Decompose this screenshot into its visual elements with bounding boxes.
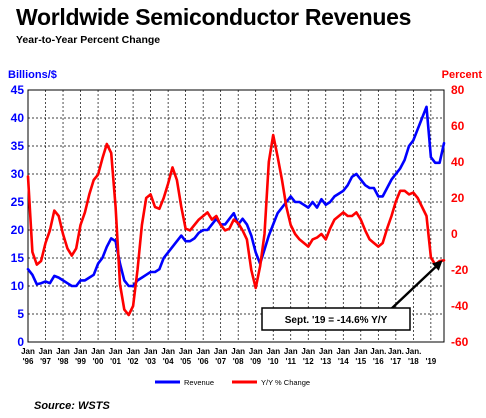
left-tick-label: 0 xyxy=(17,335,24,349)
x-tick-label-top: Jan xyxy=(284,347,298,356)
x-tick-label-bottom: '01 xyxy=(110,357,121,366)
right-tick-label: -20 xyxy=(451,263,469,277)
x-tick-label-top: Jan xyxy=(336,347,350,356)
left-tick-label: 15 xyxy=(11,251,25,265)
left-tick-label: 25 xyxy=(11,195,25,209)
plot-frame xyxy=(27,89,445,343)
x-tick-label-bottom: '96 xyxy=(23,357,34,366)
x-tick-label-bottom: '04 xyxy=(163,357,174,366)
left-tick-label: 10 xyxy=(11,279,25,293)
revenue-line xyxy=(26,105,446,288)
x-tick-label-top: Jan xyxy=(179,347,193,356)
x-tick-label-top: Jan xyxy=(56,347,70,356)
right-tick-label: -40 xyxy=(451,299,469,313)
yoy-change-line xyxy=(26,133,446,317)
x-tick-label-top: Jan xyxy=(266,347,280,356)
x-tick-label-bottom: '97 xyxy=(40,357,51,366)
x-tick-label-bottom: '03 xyxy=(145,357,156,366)
x-tick-label-bottom: '19 xyxy=(425,357,436,366)
x-tick-label-bottom: '02 xyxy=(128,357,139,366)
x-tick-label-top: Jan xyxy=(214,347,228,356)
x-tick-label-bottom: '16 xyxy=(373,357,384,366)
annotation-arrow-shaft xyxy=(389,261,442,311)
x-tick-label-top: Jan xyxy=(21,347,35,356)
source-note: Source: WSTS xyxy=(34,400,110,412)
x-tick-label-top: Jan. xyxy=(405,347,421,356)
annotation-arrow-head xyxy=(431,260,443,271)
right-tick-label: 80 xyxy=(451,83,465,97)
x-tick-label-top: Jan xyxy=(354,347,368,356)
x-tick-label-bottom: '98 xyxy=(58,357,69,366)
x-tick-label-top: Jan xyxy=(301,347,315,356)
right-axis-label: Percent xyxy=(442,69,483,81)
annotation-box xyxy=(261,307,411,331)
series-layer xyxy=(26,105,446,317)
x-tick-label-bottom: '18 xyxy=(408,357,419,366)
x-tick-label-top: Jan xyxy=(319,347,333,356)
x-tick-label-bottom: '99 xyxy=(75,357,86,366)
x-tick-label-top: Jan xyxy=(144,347,158,356)
left-tick-label: 45 xyxy=(11,83,25,97)
x-tick-label-bottom: '07 xyxy=(215,357,226,366)
x-tick-label-bottom: '15 xyxy=(355,357,366,366)
chart-title: Worldwide Semiconductor Revenues xyxy=(16,4,412,30)
x-tick-label-top: Jan. xyxy=(388,347,404,356)
x-tick-label-top: Jan xyxy=(249,347,263,356)
x-tick-label-bottom: '13 xyxy=(320,357,331,366)
left-tick-label: 30 xyxy=(11,167,25,181)
left-tick-label: 40 xyxy=(11,111,25,125)
right-tick-label: -60 xyxy=(451,335,469,349)
annotation-text: Sept. '19 = -14.6% Y/Y xyxy=(285,315,388,326)
x-tick-label-bottom: '10 xyxy=(268,357,279,366)
x-tick-label-bottom: '12 xyxy=(303,357,314,366)
legend-revenue-label: Revenue xyxy=(184,378,214,387)
left-tick-label: 35 xyxy=(11,139,25,153)
x-tick-label-top: Jan xyxy=(126,347,140,356)
x-tick-label-top: Jan xyxy=(161,347,175,356)
legend-yoy-label: Y/Y % Change xyxy=(261,378,310,387)
chart-subtitle: Year-to-Year Percent Change xyxy=(16,34,161,46)
legend: Revenue Y/Y % Change xyxy=(155,378,310,387)
x-tick-label-bottom: '14 xyxy=(338,357,349,366)
x-tick-label-top: Jan xyxy=(74,347,88,356)
x-tick-label-top: Jan xyxy=(91,347,105,356)
annotation-layer: Sept. '19 = -14.6% Y/Y xyxy=(261,260,443,331)
left-tick-label: 20 xyxy=(11,223,25,237)
right-tick-label: 40 xyxy=(451,155,465,169)
x-tick-label-top: Jan xyxy=(231,347,245,356)
x-tick-label-top: Jan xyxy=(196,347,210,356)
x-tick-label-bottom: '08 xyxy=(233,357,244,366)
right-tick-label: 60 xyxy=(451,119,465,133)
left-axis-label: Billions/$ xyxy=(8,69,57,81)
x-tick-label-bottom: '11 xyxy=(286,357,297,366)
left-tick-label: 5 xyxy=(17,307,24,321)
x-tick-label-bottom: '17 xyxy=(390,357,401,366)
x-tick-label-bottom: '06 xyxy=(198,357,209,366)
x-tick-label-top: Jan. xyxy=(370,347,386,356)
right-tick-label: 20 xyxy=(451,191,465,205)
right-tick-label: 0 xyxy=(451,227,458,241)
x-tick-label-top: Jan xyxy=(109,347,123,356)
x-tick-label-bottom: '00 xyxy=(93,357,104,366)
x-tick-label-top: Jan xyxy=(39,347,53,356)
x-tick-label-bottom: '05 xyxy=(180,357,191,366)
x-tick-label-bottom: '09 xyxy=(250,357,261,366)
